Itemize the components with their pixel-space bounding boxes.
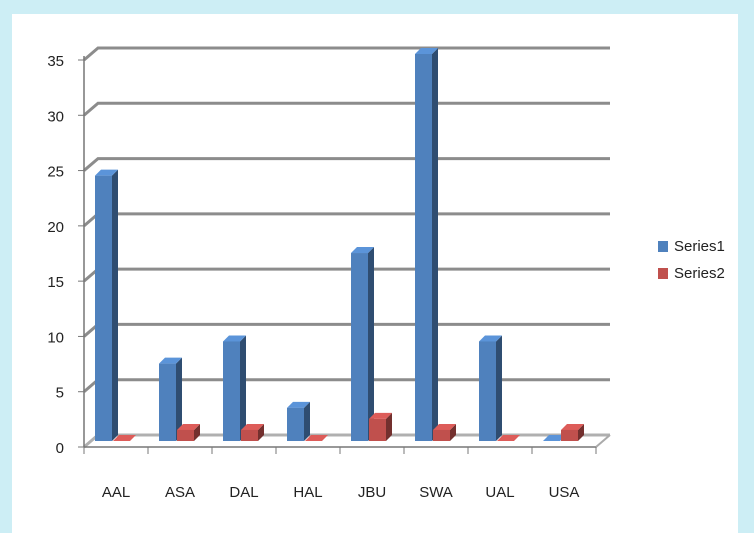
bar-front — [561, 429, 578, 441]
bar-front — [479, 341, 496, 441]
bar-side — [432, 48, 438, 441]
x-tick-label: ASA — [165, 484, 195, 501]
bar — [113, 435, 136, 441]
bar — [497, 435, 520, 441]
bar-top — [479, 335, 502, 342]
y-tick-label: 0 — [56, 440, 64, 457]
bar-front — [241, 429, 258, 441]
bar-top — [95, 169, 118, 176]
x-tick-label: AAL — [102, 484, 130, 501]
bar — [177, 423, 200, 441]
x-tick-label: HAL — [293, 484, 322, 501]
bar-side — [176, 357, 182, 441]
bar-front — [159, 363, 176, 441]
bar — [369, 412, 392, 441]
bar-front — [95, 175, 112, 441]
bar-side — [258, 423, 264, 441]
x-tick-label: USA — [549, 484, 580, 501]
legend-label: Series2 — [674, 265, 725, 282]
bar-front — [351, 253, 368, 441]
grid-line — [83, 46, 610, 62]
bar-top — [177, 423, 200, 430]
bar — [95, 169, 118, 441]
grid-line — [83, 101, 610, 117]
bar — [543, 435, 566, 441]
y-tick-label: 35 — [47, 53, 64, 70]
chart-area — [12, 14, 738, 533]
legend-swatch — [658, 268, 668, 279]
floor-edge — [595, 434, 611, 448]
bar-side — [450, 423, 456, 441]
bar-side — [240, 335, 246, 441]
bar — [287, 401, 310, 441]
bar-top — [287, 401, 310, 408]
bar-side — [368, 247, 374, 441]
y-tick-label: 5 — [56, 385, 64, 402]
y-tick-label: 25 — [47, 164, 64, 181]
bar-top — [433, 423, 456, 430]
bar-front — [223, 341, 240, 441]
bar-top — [369, 412, 392, 419]
bar-side — [386, 412, 392, 441]
bar-top — [223, 335, 246, 342]
bar-top — [351, 247, 374, 254]
x-tick-label: UAL — [485, 484, 514, 501]
bar-side — [112, 169, 118, 441]
bar-side — [194, 423, 200, 441]
x-tick-label: DAL — [229, 484, 258, 501]
bar-front — [177, 429, 194, 441]
bar-top — [113, 435, 136, 441]
bar-side — [578, 423, 584, 441]
bar-side — [496, 335, 502, 441]
legend-label: Series1 — [674, 238, 725, 255]
bar-top — [159, 357, 182, 364]
bar-front — [415, 54, 432, 441]
bar-top — [497, 435, 520, 441]
bar-top — [543, 435, 566, 441]
y-tick-label: 30 — [47, 108, 64, 125]
bar-side — [304, 401, 310, 441]
bar-top — [561, 423, 584, 430]
bar — [479, 335, 502, 441]
bar — [351, 247, 374, 441]
bar — [241, 423, 264, 441]
bar — [433, 423, 456, 441]
bar — [223, 335, 246, 441]
bar-top — [415, 48, 438, 54]
grid-line — [83, 157, 610, 172]
x-tick-label: JBU — [358, 484, 386, 501]
y-tick-label: 15 — [47, 274, 64, 291]
y-tick-label: 20 — [47, 219, 64, 236]
bar-front — [369, 418, 386, 441]
bar — [305, 435, 328, 441]
bar-front — [433, 429, 450, 441]
bar-top — [305, 435, 328, 441]
x-tick-label: SWA — [419, 484, 453, 501]
bar — [561, 423, 584, 441]
bar — [159, 357, 182, 441]
y-tick-label: 10 — [47, 329, 64, 346]
legend-swatch — [658, 241, 668, 252]
bar-top — [241, 423, 264, 430]
bar-front — [287, 407, 304, 441]
bar — [415, 48, 438, 441]
